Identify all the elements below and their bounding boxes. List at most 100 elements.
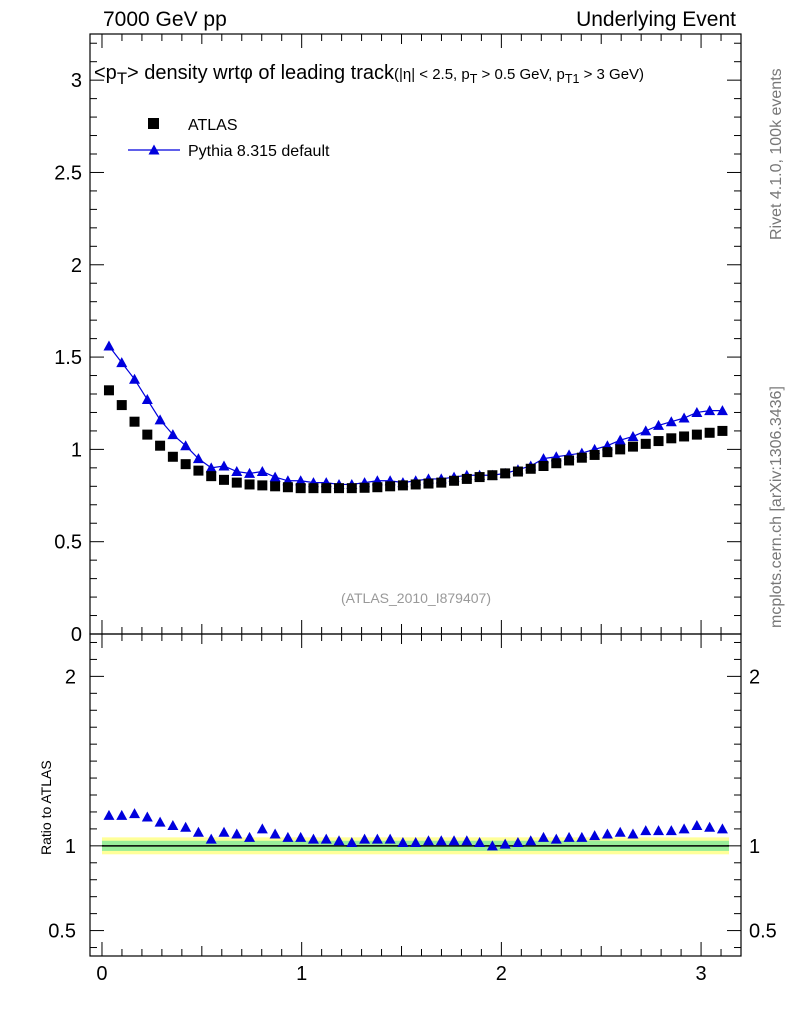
atlas-point	[385, 481, 396, 492]
ratio-point	[346, 836, 358, 847]
atlas-point	[359, 482, 370, 493]
ratio-point	[180, 821, 192, 832]
ratio-point	[129, 808, 141, 819]
ratio-point	[141, 811, 153, 822]
ratio-frame	[89, 633, 742, 957]
atlas-point	[180, 459, 191, 470]
atlas-point	[576, 452, 587, 463]
ratio-point	[333, 835, 345, 846]
atlas-point	[436, 477, 447, 488]
ratio-point	[167, 820, 179, 831]
ratio-point	[563, 831, 575, 842]
atlas-point	[461, 473, 472, 484]
ratio-point	[307, 833, 319, 844]
legend-pythia-marker	[148, 144, 160, 155]
ratio-y-tick-label: 2	[65, 666, 76, 688]
ratio-point	[397, 836, 409, 847]
main-y-tick-label: 0	[71, 624, 82, 646]
plot-title-cuts: (|η| < 2.5, pT > 0.5 GeV, pT1 > 3 GeV)	[393, 66, 645, 86]
main-y-tick-label: 1.5	[54, 347, 82, 369]
ratio-point	[218, 826, 230, 837]
ratio-point	[384, 833, 396, 844]
ratio-point	[320, 833, 332, 844]
ratio-point	[154, 816, 166, 827]
pythia-point	[269, 471, 281, 482]
ratio-point	[205, 833, 217, 844]
ratio-point	[231, 828, 243, 839]
ratio-point	[435, 835, 447, 846]
atlas-point	[321, 483, 332, 494]
atlas-point	[142, 429, 153, 440]
atlas-point	[666, 433, 677, 444]
ratio-point	[192, 826, 204, 837]
ratio-point	[691, 820, 703, 831]
legend: ATLAS Pythia 8.315 default	[128, 117, 330, 160]
pythia-point	[167, 429, 179, 440]
ratio-point	[704, 821, 716, 832]
pythia-point	[653, 419, 665, 430]
atlas-point	[270, 481, 281, 492]
pythia-point	[295, 475, 307, 486]
atlas-point	[346, 483, 357, 494]
ratio-point	[461, 835, 473, 846]
pythia-line	[108, 345, 723, 486]
atlas-point	[308, 483, 319, 494]
ratio-point	[422, 835, 434, 846]
atlas-point	[551, 458, 562, 469]
atlas-point	[282, 482, 293, 493]
atlas-point	[538, 461, 549, 471]
ratio-point	[256, 823, 268, 834]
atlas-point	[206, 471, 217, 482]
ratio-point	[116, 809, 128, 820]
atlas-point	[193, 465, 204, 476]
atlas-point	[244, 479, 255, 490]
ratio-point	[295, 831, 307, 842]
pythia-point	[129, 373, 141, 384]
pythia-point	[244, 467, 256, 478]
pythia-point	[614, 434, 626, 445]
ratio-point	[601, 828, 613, 839]
ratio-point	[103, 809, 115, 820]
pythia-point	[627, 430, 639, 441]
pythia-point	[256, 466, 268, 477]
pythia-point	[691, 406, 703, 417]
x-tick-label: 0	[96, 963, 107, 985]
ratio-point	[359, 833, 371, 844]
ratio-point	[371, 833, 383, 844]
plot-title: <pT> density wrtφ of leading track(|η| <…	[94, 62, 644, 89]
header-right-label: Underlying Event	[576, 8, 736, 31]
atlas-point	[589, 449, 600, 460]
ratio-y-tick-label-right: 0.5	[749, 921, 777, 943]
ratio-y-tick-label: 1	[65, 836, 76, 858]
atlas-point	[525, 463, 536, 474]
pythia-point	[218, 460, 230, 471]
header-left-label: 7000 GeV pp	[103, 8, 227, 31]
ratio-point	[653, 825, 665, 836]
atlas-point	[602, 447, 613, 458]
ratio-point	[678, 823, 690, 834]
pythia-point	[640, 425, 652, 436]
main-panel: 0 0.5 1 1.5 2 2.5 3	[54, 33, 742, 646]
main-y-tick-label: 3	[71, 70, 82, 92]
atlas-point	[397, 480, 408, 491]
main-y-tick-label: 2.5	[54, 162, 82, 184]
legend-atlas-label: ATLAS	[188, 117, 238, 134]
pythia-point	[205, 462, 217, 473]
atlas-point	[231, 477, 242, 488]
atlas-point	[653, 436, 664, 447]
atlas-point	[512, 466, 523, 477]
ratio-point	[486, 840, 498, 851]
atlas-point	[372, 482, 383, 493]
atlas-point	[155, 440, 166, 451]
ratio-point	[244, 831, 256, 842]
atlas-point	[691, 429, 702, 440]
pythia-point	[704, 405, 716, 416]
atlas-point	[640, 438, 651, 449]
x-tick-label: 3	[695, 963, 706, 985]
pythia-point	[192, 453, 204, 464]
main-y-tick-label: 1	[71, 439, 82, 461]
ratio-point	[614, 826, 626, 837]
ratio-point	[269, 828, 281, 839]
ratio-point	[448, 835, 460, 846]
